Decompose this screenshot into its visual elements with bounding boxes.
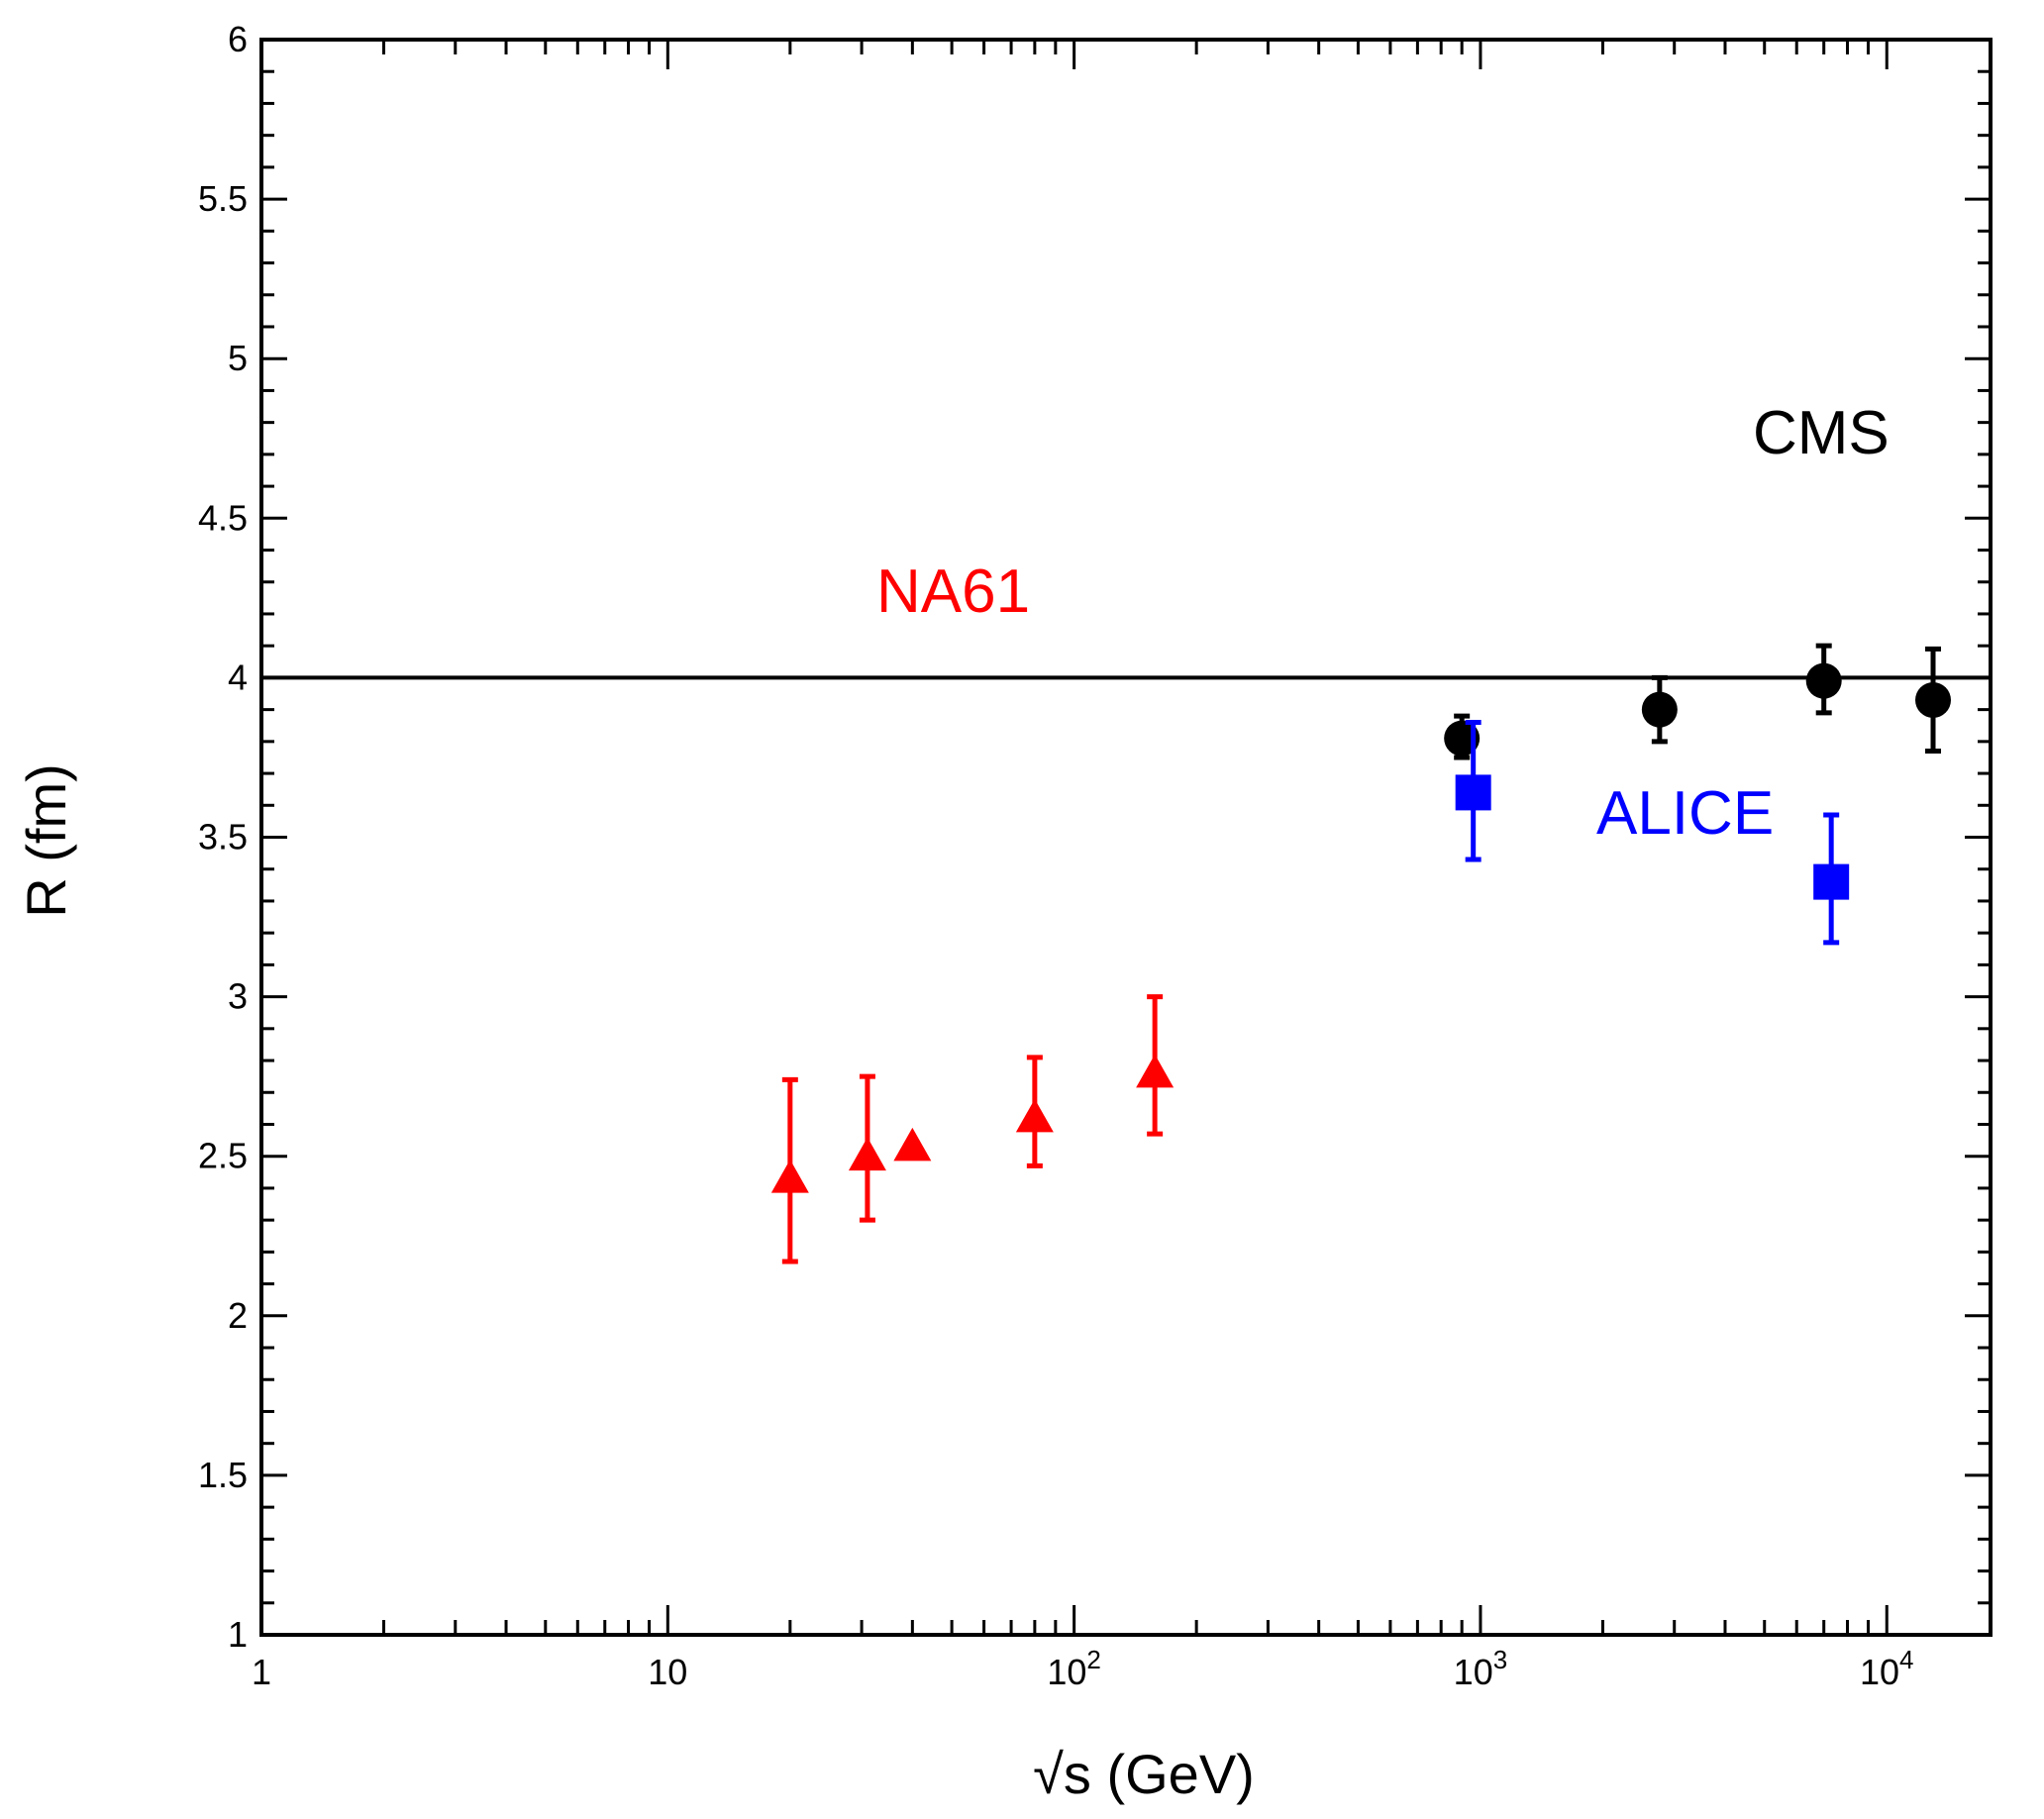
series-alice <box>1455 720 1850 946</box>
data-point-circle <box>1641 691 1678 728</box>
data-point-square <box>1455 774 1491 811</box>
series-label-na61: NA61 <box>876 557 1030 626</box>
y-tick-label: 5.5 <box>198 178 248 219</box>
y-tick-label: 4.5 <box>198 497 248 538</box>
series-cms <box>1444 643 1952 760</box>
x-tick-label: 103 <box>1454 1645 1508 1692</box>
y-tick-label: 4 <box>228 657 248 697</box>
y-tick-label: 3 <box>228 976 248 1017</box>
x-ticks <box>259 40 1889 1635</box>
axes: 1 1.5 2 2.5 3 3.5 4 4.5 5 5.5 6 1 10 102 103 104 <box>198 19 1993 1692</box>
y-tick-label: 6 <box>228 19 248 59</box>
data-point-circle <box>1915 681 1952 718</box>
data-point-circle <box>1444 720 1481 757</box>
series-label-cms: CMS <box>1753 399 1890 467</box>
y-tick-label: 1.5 <box>198 1455 248 1495</box>
y-ticks <box>261 38 1991 1637</box>
series-label-alice: ALICE <box>1596 779 1774 848</box>
y-tick-label: 3.5 <box>198 817 248 858</box>
x-tick-label: 10 <box>648 1652 687 1692</box>
data-point-circle <box>1805 662 1842 699</box>
data-layer <box>770 643 1952 1264</box>
y-tick-label: 2.5 <box>198 1136 248 1176</box>
data-point-triangle <box>1136 1054 1175 1088</box>
y-tick-label: 2 <box>228 1295 248 1336</box>
x-axis-title: √s (GeV) <box>1033 1743 1255 1805</box>
data-point-square <box>1813 863 1850 900</box>
y-tick-label: 1 <box>228 1614 248 1655</box>
data-point-triangle <box>848 1137 886 1171</box>
series-na61 <box>770 994 1175 1264</box>
x-tick-label: 1 <box>252 1652 271 1692</box>
data-point-triangle <box>1015 1098 1054 1133</box>
x-tick-label: 104 <box>1860 1645 1914 1692</box>
y-axis-title: R (fm) <box>15 763 77 918</box>
data-point-triangle <box>893 1127 932 1162</box>
data-point-triangle <box>770 1160 809 1193</box>
y-tick-label: 5 <box>228 338 248 378</box>
x-tick-label: 102 <box>1047 1645 1101 1692</box>
